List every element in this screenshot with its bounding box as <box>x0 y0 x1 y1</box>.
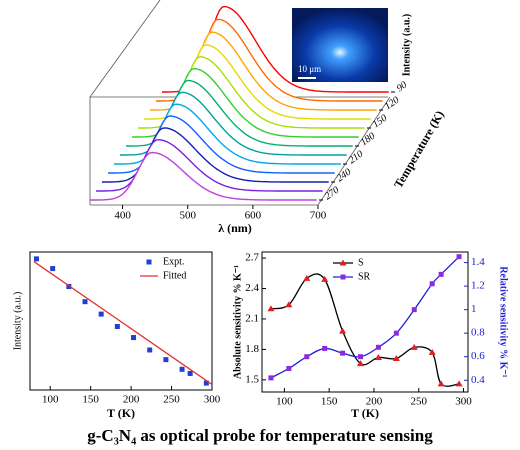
y-axis-title: Intensity (a.u.) <box>401 14 412 77</box>
x-tick-label: 100 <box>42 394 59 406</box>
z-tick-label: 90 <box>395 80 410 95</box>
y-tick-label: 1.5 <box>245 373 259 385</box>
point <box>393 330 399 336</box>
point <box>203 380 209 386</box>
point <box>340 350 346 356</box>
point <box>375 344 381 350</box>
z-tick-label: 240 <box>335 167 354 185</box>
y2-tick-label: 1.2 <box>471 280 485 292</box>
y2-tick-label: 0.8 <box>471 327 485 339</box>
fit-line <box>33 261 213 386</box>
x-axis-title: T (K) <box>351 406 379 420</box>
point <box>321 275 329 282</box>
x-tick-label: 250 <box>163 394 180 406</box>
y-tick-label: 2.1 <box>245 312 259 324</box>
plot-frame <box>29 251 213 391</box>
legend-label: S <box>358 257 364 268</box>
legend-label: Fitted <box>163 270 186 281</box>
point <box>429 281 435 287</box>
y2-tick-label: 1 <box>471 303 477 315</box>
point <box>163 357 169 363</box>
z-axis-title: Temperature (K) <box>391 108 447 190</box>
point <box>437 380 445 387</box>
point <box>357 360 365 367</box>
point <box>411 307 417 313</box>
legend-label: SR <box>358 271 371 282</box>
point <box>187 370 193 376</box>
x-tick-label: 500 <box>179 210 196 222</box>
point <box>286 365 292 371</box>
y-tick-label: 2.4 <box>245 282 259 294</box>
x-tick-label: 150 <box>321 396 338 408</box>
z-tick-label: 210 <box>347 149 366 167</box>
x-tick-label: 600 <box>245 210 262 222</box>
y2-tick-label: 0.6 <box>471 350 485 362</box>
point <box>147 347 153 353</box>
inset-label: 10 μm <box>298 64 321 74</box>
legend-marker <box>146 259 152 265</box>
point <box>82 299 88 305</box>
y-axis-title: Absolute sensitivity % K⁻¹ <box>232 265 243 379</box>
point <box>33 256 39 262</box>
y2-axis-title: Relative sensitivity % K⁻¹ <box>498 266 509 377</box>
x-tick-label: 300 <box>455 396 472 408</box>
point <box>322 345 328 351</box>
point <box>285 301 293 308</box>
x-tick-label: 200 <box>366 396 383 408</box>
point <box>438 271 444 277</box>
point <box>455 380 463 387</box>
y-tick-label: 2.7 <box>245 252 259 264</box>
z-tick-label: 270 <box>323 185 342 203</box>
point <box>410 343 418 350</box>
point <box>374 354 382 361</box>
point <box>303 274 311 281</box>
point <box>131 335 137 341</box>
x-tick-label: 300 <box>204 394 221 406</box>
legend-label: Expt. <box>163 256 184 267</box>
z-tick-label: 180 <box>359 131 378 149</box>
y-tick-label: 1.8 <box>245 343 259 355</box>
point <box>50 266 56 272</box>
x-tick-label: 700 <box>310 210 327 222</box>
y-axis-title: Intensity (a.u.) <box>12 292 23 351</box>
point <box>114 324 120 330</box>
point <box>179 366 185 372</box>
spectrum <box>90 151 317 201</box>
point <box>66 284 72 289</box>
point <box>428 348 436 355</box>
plot-frame <box>261 251 469 393</box>
x-axis-title: λ (nm) <box>218 221 252 235</box>
point <box>339 327 347 334</box>
caption: g-C₃N₄ as optical probe for temperature … <box>87 426 433 445</box>
y2-tick-label: 1.4 <box>471 256 485 268</box>
point <box>456 254 462 260</box>
point <box>98 311 104 317</box>
inset-image <box>292 8 388 82</box>
x-tick-label: 200 <box>123 394 140 406</box>
x-tick-label: 150 <box>82 394 99 406</box>
point <box>358 354 364 360</box>
z-tick-label: 150 <box>371 113 390 131</box>
point <box>267 305 275 312</box>
x-axis-title: T (K) <box>107 406 135 420</box>
legend-marker <box>339 259 347 266</box>
point <box>304 354 310 360</box>
point <box>268 375 274 381</box>
point <box>392 355 400 362</box>
legend-marker <box>340 274 346 280</box>
x-tick-label: 250 <box>410 396 427 408</box>
x-tick-label: 100 <box>276 396 293 408</box>
y2-tick-label: 0.4 <box>471 374 485 386</box>
series-line <box>270 273 460 387</box>
spectrum-fill <box>90 152 317 200</box>
x-tick-label: 400 <box>114 210 131 222</box>
